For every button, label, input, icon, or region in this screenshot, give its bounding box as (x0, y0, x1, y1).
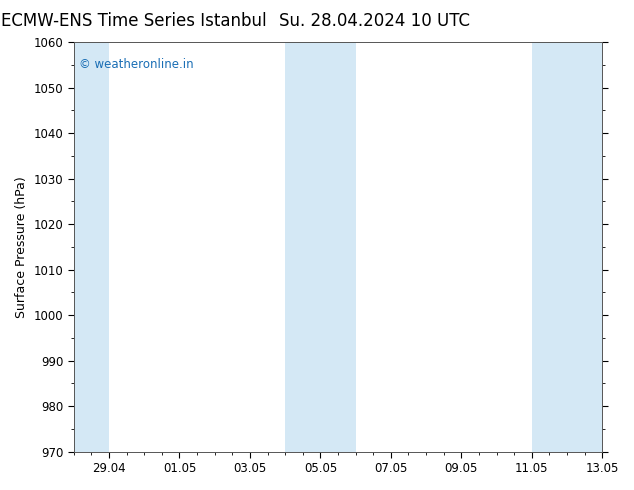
Bar (532, 42, 602, 452)
Bar (74, 42, 109, 452)
Bar (285, 42, 356, 452)
Y-axis label: Surface Pressure (hPa): Surface Pressure (hPa) (15, 176, 28, 318)
Text: Su. 28.04.2024 10 UTC: Su. 28.04.2024 10 UTC (279, 12, 470, 30)
Text: ECMW-ENS Time Series Istanbul: ECMW-ENS Time Series Istanbul (1, 12, 266, 30)
Text: © weatheronline.in: © weatheronline.in (79, 58, 193, 72)
